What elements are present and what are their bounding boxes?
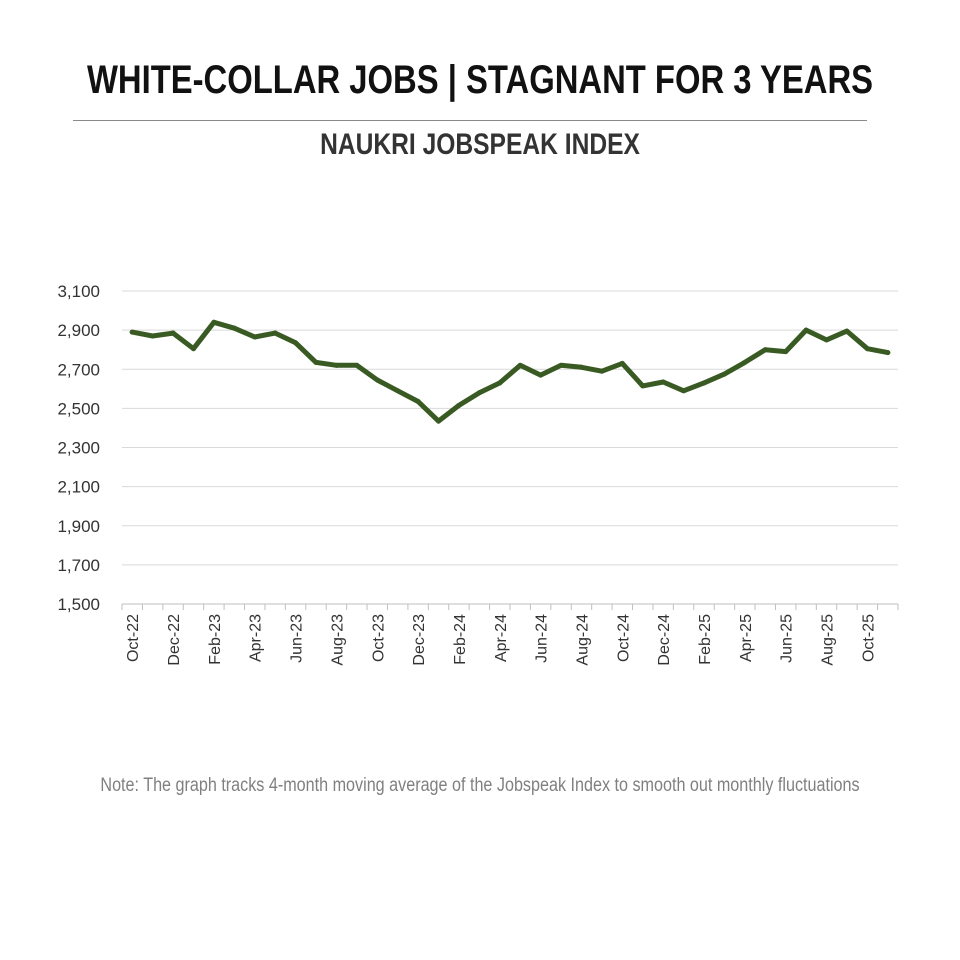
series-group: [129, 319, 891, 424]
x-tick-label: Apr-25: [738, 614, 755, 662]
x-tick-label: Feb-25: [697, 614, 714, 665]
x-tick-label: Oct-23: [370, 614, 387, 662]
data-point: [721, 371, 727, 377]
data-point: [701, 380, 707, 386]
data-point: [660, 379, 666, 385]
x-tick-label: Jun-23: [289, 614, 306, 663]
data-point: [150, 333, 156, 339]
data-point: [476, 390, 482, 396]
data-point: [415, 399, 421, 405]
data-point: [129, 329, 135, 335]
y-tick-label: 2,500: [57, 399, 100, 418]
x-tick-label: Dec-24: [656, 614, 673, 666]
data-point: [885, 350, 891, 356]
footnote: Note: The graph tracks 4-month moving av…: [100, 775, 860, 796]
data-point: [517, 362, 523, 368]
data-point: [619, 360, 625, 366]
data-point: [783, 349, 789, 355]
data-point: [497, 380, 503, 386]
y-tick-label: 2,700: [57, 360, 100, 379]
x-tick-label: Jun-24: [534, 614, 551, 663]
series-line: [129, 319, 891, 424]
x-tick-label: Apr-23: [248, 614, 265, 662]
data-point: [231, 325, 237, 331]
y-tick-label: 2,300: [57, 439, 100, 458]
data-point: [293, 340, 299, 346]
y-tick-label: 2,100: [57, 478, 100, 497]
data-point: [824, 337, 830, 343]
x-tick-label: Dec-23: [411, 614, 428, 666]
data-point: [374, 377, 380, 383]
x-tick-label: Apr-24: [493, 614, 510, 662]
x-tick-label: Feb-23: [207, 614, 224, 665]
y-tick-label: 1,900: [57, 517, 100, 536]
x-tick-label: Dec-22: [166, 614, 183, 666]
x-tick-label: Oct-24: [615, 614, 632, 662]
y-tick-label: 1,500: [57, 595, 100, 614]
data-point: [456, 402, 462, 408]
x-tick-label: Aug-23: [329, 614, 346, 666]
chart-title: WHITE-COLLAR JOBS | STAGNANT FOR 3 YEARS: [86, 58, 874, 102]
gridlines: [122, 290, 898, 566]
title-divider: [73, 120, 867, 121]
data-point: [803, 327, 809, 333]
data-point: [333, 362, 339, 368]
data-point: [436, 418, 442, 424]
data-point: [640, 383, 646, 389]
data-point: [558, 362, 564, 368]
data-point: [354, 362, 360, 368]
data-point: [252, 334, 258, 340]
data-point: [170, 330, 176, 336]
data-point: [844, 328, 850, 334]
y-tick-label: 3,100: [57, 282, 100, 301]
x-axis: [121, 603, 899, 610]
data-point: [742, 359, 748, 365]
data-point: [599, 368, 605, 374]
x-tick-label: Feb-24: [452, 614, 469, 665]
x-tick-label: Aug-24: [574, 614, 591, 666]
x-tick-label: Aug-25: [820, 614, 837, 666]
y-tick-label: 1,700: [57, 556, 100, 575]
data-point: [538, 372, 544, 378]
data-point: [272, 330, 278, 336]
y-tick-label: 2,900: [57, 321, 100, 340]
data-point: [681, 388, 687, 394]
x-tick-label: Oct-22: [125, 614, 142, 662]
data-point: [864, 346, 870, 352]
x-tick-label: Oct-25: [860, 614, 877, 662]
data-point: [190, 346, 196, 352]
data-point: [211, 319, 217, 325]
y-axis-ticks: 1,500 1,700 1,900 2,100 2,300 2,500 2,700 2,900…: [57, 282, 100, 614]
data-point: [395, 388, 401, 394]
x-axis-ticks: Oct-22 Dec-22 Feb-23 Apr-23 Jun-23 Aug-23 Oct-…: [125, 614, 877, 666]
data-point: [578, 364, 584, 370]
data-point: [313, 359, 319, 365]
data-point: [762, 347, 768, 353]
chart-subtitle: NAUKRI JOBSPEAK INDEX: [320, 128, 640, 161]
x-tick-label: Jun-25: [779, 614, 796, 663]
